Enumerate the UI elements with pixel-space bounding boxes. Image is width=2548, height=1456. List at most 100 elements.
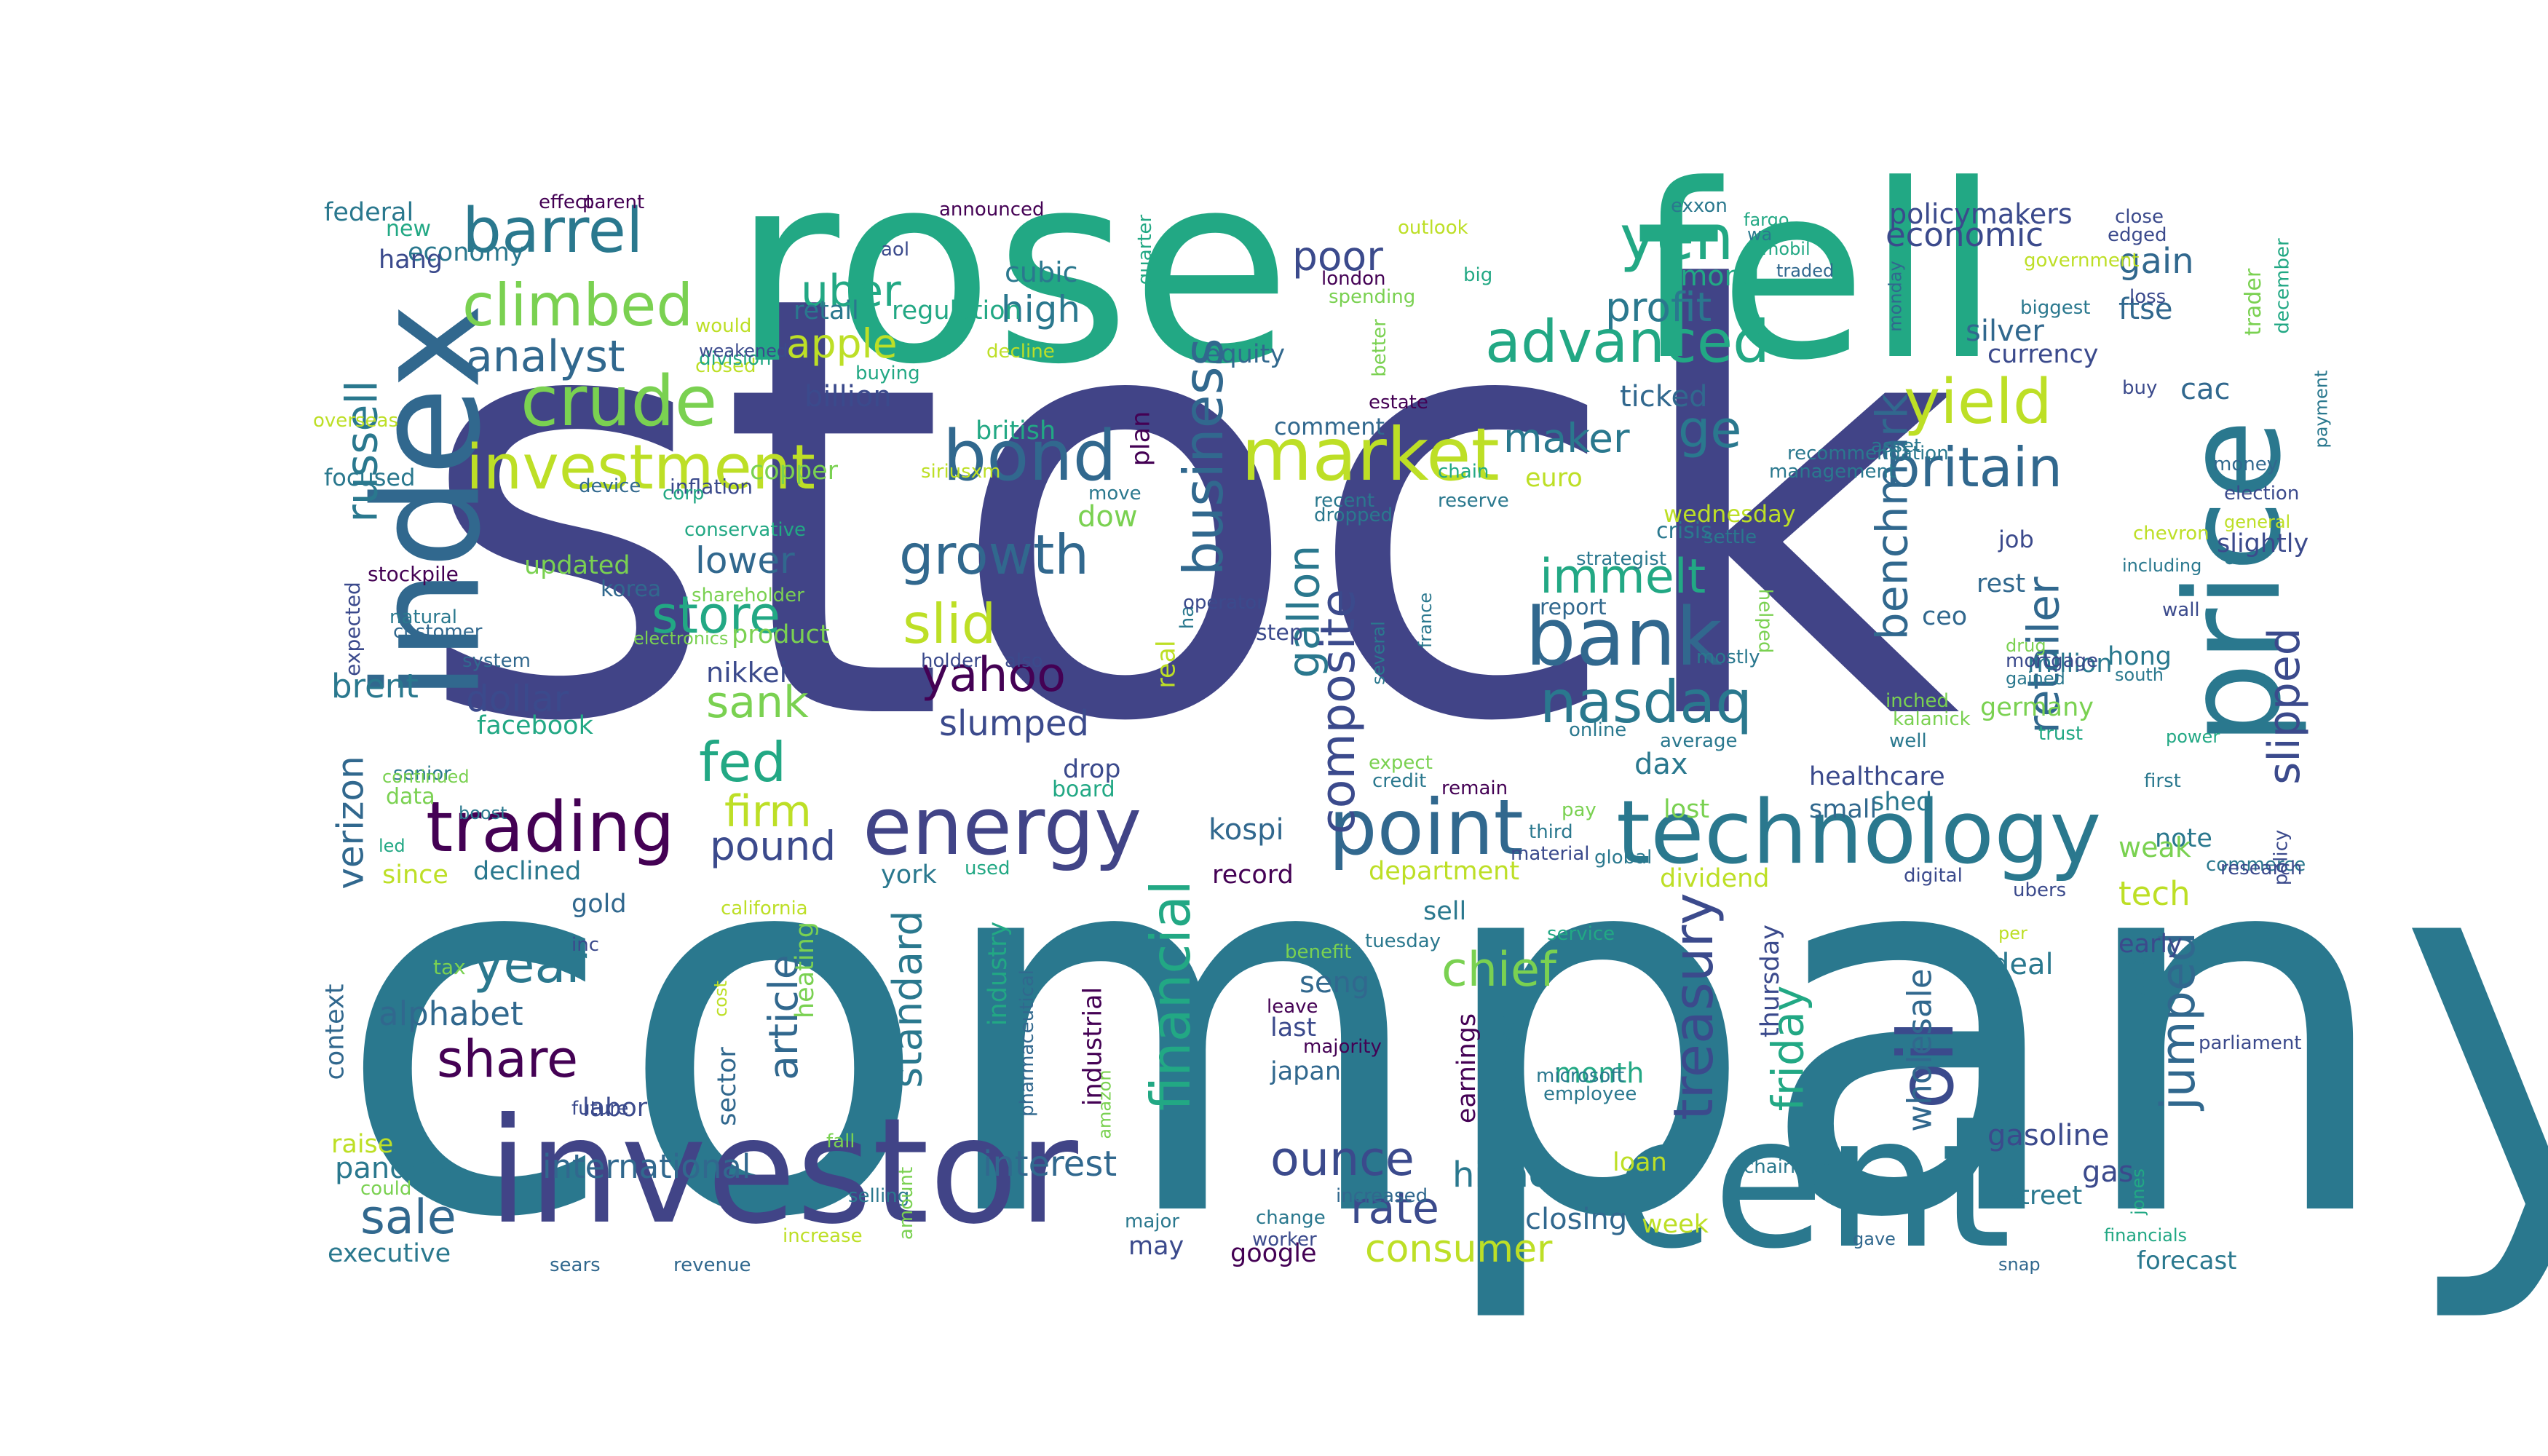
word: financials	[2104, 1225, 2187, 1246]
word: sell	[1423, 897, 1467, 926]
word: energy	[863, 780, 1142, 873]
word: declined	[473, 857, 582, 886]
word: trader	[2241, 268, 2267, 336]
word: monday	[1885, 261, 1906, 332]
word: parliament	[2199, 1032, 2302, 1054]
word: california	[721, 898, 808, 919]
word: expected	[340, 582, 365, 676]
word: note	[2155, 824, 2212, 853]
word: job	[1998, 526, 2034, 553]
word: gas	[2082, 1155, 2134, 1189]
word: corp	[662, 483, 705, 505]
word: december	[2271, 238, 2294, 334]
word: kospi	[1208, 813, 1284, 847]
word: early	[2118, 930, 2183, 959]
word: russell	[336, 380, 388, 523]
word: store	[652, 585, 781, 645]
word: thursday	[1756, 924, 1786, 1038]
word: ftse	[2118, 293, 2173, 326]
word: drug	[2006, 636, 2046, 656]
word: britain	[1886, 435, 2063, 499]
word: technology	[1616, 783, 2102, 884]
word: could	[360, 1178, 412, 1200]
word: street	[2006, 1181, 2083, 1211]
word: global	[1594, 847, 1653, 869]
word: lost	[1663, 795, 1710, 824]
word: slightly	[2217, 529, 2309, 558]
word: buying	[855, 363, 920, 384]
word: effect	[539, 191, 593, 213]
word: online	[1569, 719, 1627, 741]
word: quarter	[1134, 214, 1157, 285]
word: customer	[393, 621, 483, 643]
word: chief	[1441, 943, 1556, 997]
word: recent	[1314, 490, 1375, 512]
word: interest	[983, 1144, 1117, 1184]
word: million	[2027, 649, 2113, 678]
word: loan	[1613, 1148, 1667, 1177]
word: used	[965, 858, 1010, 879]
word: closing	[1525, 1203, 1628, 1236]
word: london	[1321, 268, 1386, 290]
word: loss	[2129, 286, 2167, 308]
word: rose	[732, 116, 1292, 422]
word: dividend	[1660, 864, 1770, 893]
word: pandora	[335, 1152, 456, 1185]
word: labor	[582, 1093, 648, 1123]
word: plan	[1126, 411, 1156, 467]
word: poor	[1292, 233, 1383, 280]
word: payment	[2311, 370, 2332, 448]
word: first	[2144, 770, 2181, 792]
word: remain	[1441, 778, 1508, 799]
word: ubers	[2013, 879, 2067, 901]
word: weakened	[699, 341, 788, 361]
word: pound	[710, 823, 836, 869]
word: increase	[783, 1225, 863, 1247]
word: month	[1554, 1057, 1645, 1089]
word: move	[1088, 483, 1142, 505]
word: higher	[1452, 1155, 1564, 1195]
word: settle	[1704, 526, 1757, 548]
word: market	[1241, 412, 1500, 497]
word: co	[2224, 548, 2244, 569]
word: south	[2115, 665, 2164, 685]
word: deal	[1991, 948, 2054, 981]
word: election	[2224, 483, 2300, 505]
word: credit	[1372, 770, 1427, 792]
word: asset	[1871, 435, 1922, 457]
word: silver	[1966, 314, 2044, 348]
word: may	[1128, 1232, 1184, 1261]
word: led	[379, 836, 405, 856]
word: currency	[1987, 340, 2099, 369]
word: apple	[786, 320, 898, 367]
word: pay	[1562, 799, 1597, 821]
word: trust	[2038, 723, 2084, 745]
word: sharply	[1989, 968, 2011, 1038]
word: kalanick	[1893, 708, 1971, 730]
word: closed	[695, 355, 756, 377]
word: fell	[1634, 133, 2001, 413]
word: financial	[1139, 879, 1203, 1112]
word: product	[732, 620, 830, 649]
word: leave	[1267, 996, 1318, 1018]
word: bank	[1525, 590, 1722, 684]
word: announced	[939, 199, 1045, 221]
word: slid	[903, 592, 997, 656]
word: france	[1415, 592, 1436, 649]
word: advanced	[1485, 308, 1770, 376]
word: profit	[1605, 284, 1712, 331]
word: dropped	[1314, 505, 1393, 526]
word: chevron	[2133, 523, 2209, 545]
word: since	[382, 860, 448, 890]
word: recommendation	[1787, 443, 1949, 464]
word: new	[386, 216, 432, 242]
word: google	[1230, 1239, 1317, 1268]
word: aol	[881, 239, 910, 261]
word: close	[2115, 206, 2164, 228]
word: benefit	[1285, 941, 1352, 963]
word: facebook	[477, 711, 593, 740]
word: verizon	[329, 756, 372, 890]
word: gold	[571, 890, 627, 919]
word: alphabet	[379, 994, 523, 1033]
